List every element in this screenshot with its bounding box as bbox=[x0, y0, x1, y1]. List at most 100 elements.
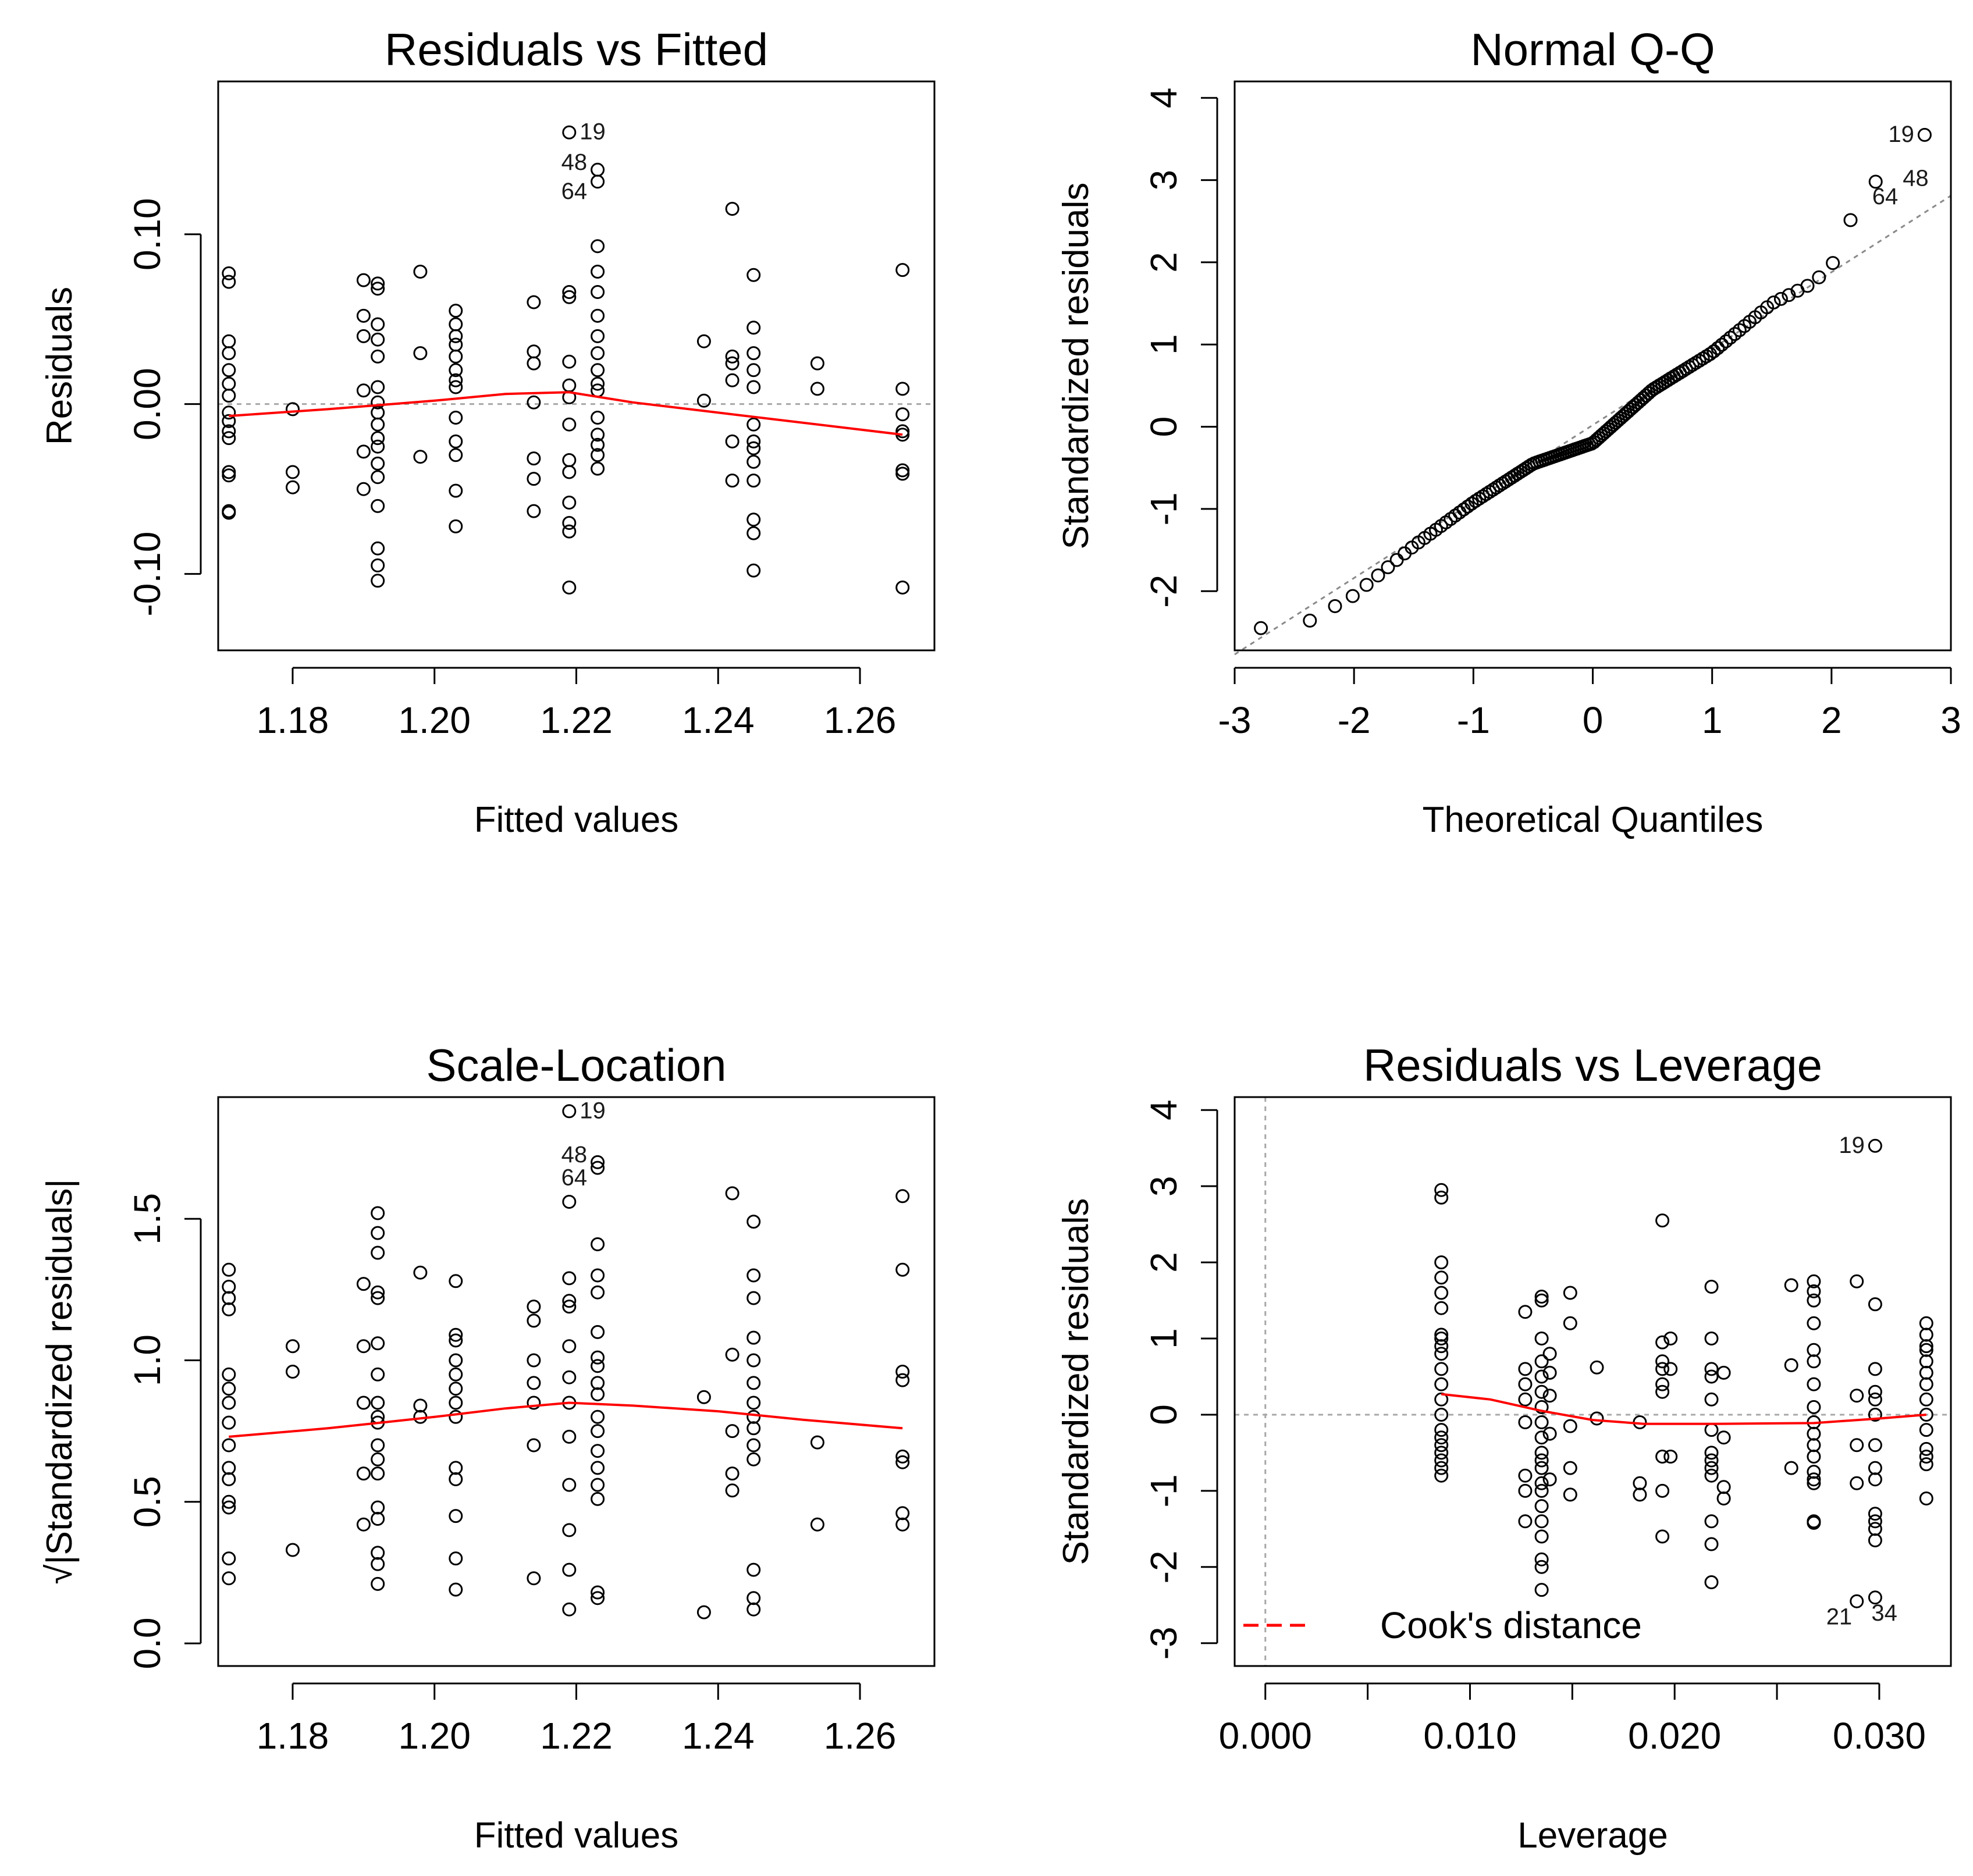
rvl-point bbox=[1704, 1392, 1719, 1407]
rvl-point bbox=[1784, 1358, 1798, 1372]
rvf-point bbox=[222, 363, 236, 378]
rvf-point bbox=[527, 295, 541, 309]
rvl-point bbox=[1868, 1297, 1882, 1312]
rvf-point bbox=[222, 431, 236, 446]
rvf-point bbox=[746, 454, 761, 469]
qq-y-tick-label: -2 bbox=[1143, 575, 1185, 608]
rvf-point bbox=[746, 474, 761, 488]
sl-point bbox=[286, 1339, 300, 1354]
sl-y-axis-label: √|Standardized residuals| bbox=[40, 1179, 80, 1585]
rvf-point bbox=[895, 463, 910, 478]
sl-point-label: 48 bbox=[561, 1142, 588, 1167]
sl-point bbox=[222, 1302, 236, 1316]
rvl-point bbox=[1850, 1389, 1864, 1403]
rvl-point bbox=[1434, 1392, 1449, 1407]
sl-point bbox=[371, 1226, 385, 1240]
rvl-point bbox=[1716, 1365, 1731, 1380]
qq-x-tick-label: 3 bbox=[1940, 699, 1961, 741]
rvl-point bbox=[1534, 1453, 1549, 1468]
rvl-point bbox=[1655, 1483, 1670, 1498]
rvl-point bbox=[1534, 1384, 1549, 1399]
rvl-point bbox=[1919, 1491, 1933, 1505]
sl-point bbox=[222, 1494, 236, 1509]
sl-point bbox=[371, 1245, 385, 1260]
sl-point bbox=[895, 1365, 910, 1379]
sl-point bbox=[449, 1327, 463, 1342]
rvl-point bbox=[1542, 1389, 1557, 1403]
sl-point bbox=[562, 1104, 577, 1119]
rvl-y-tick-label: 2 bbox=[1143, 1252, 1185, 1273]
rvf-point bbox=[371, 317, 385, 332]
rvf-y-tick-label: 0.10 bbox=[126, 198, 168, 270]
rvf-point bbox=[725, 474, 740, 488]
rvf-point bbox=[562, 465, 577, 479]
qq-point bbox=[1773, 291, 1788, 306]
rvf-point bbox=[725, 434, 740, 448]
rvl-point bbox=[1590, 1360, 1604, 1375]
sl-point bbox=[371, 1396, 385, 1410]
rvf-panel: Residuals vs Fitted 19 48 64 1.18 1.20 1.22 1.2… bbox=[40, 24, 936, 840]
rvf-point bbox=[810, 382, 824, 396]
qq-point bbox=[1868, 175, 1883, 189]
rvf-point bbox=[413, 346, 428, 361]
rvf-point bbox=[746, 434, 761, 448]
rvf-x-axis-label: Fitted values bbox=[474, 800, 679, 840]
rvl-point bbox=[1563, 1461, 1577, 1475]
qq-point bbox=[1723, 330, 1737, 345]
sl-point bbox=[527, 1313, 541, 1328]
rvf-point bbox=[527, 451, 541, 466]
qq-x-tick-label: -3 bbox=[1218, 699, 1252, 741]
sl-point bbox=[222, 1571, 236, 1586]
rvl-point bbox=[1868, 1362, 1882, 1376]
rvf-x-tick-label: 1.18 bbox=[257, 699, 329, 741]
rvf-point bbox=[449, 411, 463, 425]
rvf-point bbox=[696, 334, 711, 348]
sl-point bbox=[222, 1500, 236, 1515]
rvl-point bbox=[1542, 1365, 1557, 1380]
sl-point bbox=[895, 1262, 910, 1277]
rvf-point bbox=[562, 581, 577, 595]
rvl-point bbox=[1919, 1339, 1933, 1354]
rvl-point bbox=[1534, 1293, 1549, 1308]
qq-x-tick-label: 2 bbox=[1821, 699, 1842, 741]
qq-frame bbox=[1233, 80, 1952, 652]
sl-point bbox=[591, 1350, 605, 1365]
rvl-point bbox=[1807, 1476, 1821, 1490]
rvf-point bbox=[356, 383, 371, 398]
sl-point bbox=[356, 1396, 371, 1410]
rvf-point bbox=[895, 263, 910, 277]
rvl-points bbox=[1434, 1138, 1933, 1608]
sl-point bbox=[286, 1543, 300, 1557]
rvl-y-tick-label: -1 bbox=[1143, 1474, 1185, 1507]
sl-point bbox=[413, 1398, 428, 1413]
rvl-point bbox=[1534, 1461, 1549, 1475]
rvl-point bbox=[1704, 1453, 1719, 1468]
sl-point bbox=[222, 1382, 236, 1396]
rvf-point bbox=[527, 395, 541, 410]
rvl-x-tick-label: 0.020 bbox=[1628, 1715, 1721, 1757]
sl-point bbox=[222, 1415, 236, 1430]
sl-point bbox=[527, 1376, 541, 1390]
rvl-point bbox=[1919, 1441, 1933, 1456]
rvf-point bbox=[449, 304, 463, 318]
sl-point bbox=[371, 1466, 385, 1481]
sl-point bbox=[371, 1576, 385, 1591]
rvf-smoother-line bbox=[229, 391, 903, 436]
rvf-frame bbox=[217, 80, 936, 652]
rvl-point bbox=[1807, 1293, 1821, 1308]
rvl-point bbox=[1807, 1284, 1821, 1298]
rvl-x-tick-label: 0.030 bbox=[1833, 1715, 1926, 1757]
rvl-point bbox=[1534, 1499, 1549, 1514]
rvf-point bbox=[222, 266, 236, 280]
rvl-x-axis-label: Leverage bbox=[1517, 1816, 1668, 1856]
qq-y-tick-label: -1 bbox=[1143, 492, 1185, 525]
rvl-point bbox=[1868, 1438, 1882, 1453]
sl-point bbox=[746, 1452, 761, 1466]
rvl-point bbox=[1850, 1274, 1864, 1288]
qq-point bbox=[1766, 296, 1781, 309]
sl-point bbox=[413, 1265, 428, 1280]
qq-y-tick-label: 0 bbox=[1143, 417, 1185, 437]
sl-point bbox=[562, 1478, 577, 1492]
rvl-point bbox=[1534, 1446, 1549, 1460]
rvf-point bbox=[746, 380, 761, 394]
